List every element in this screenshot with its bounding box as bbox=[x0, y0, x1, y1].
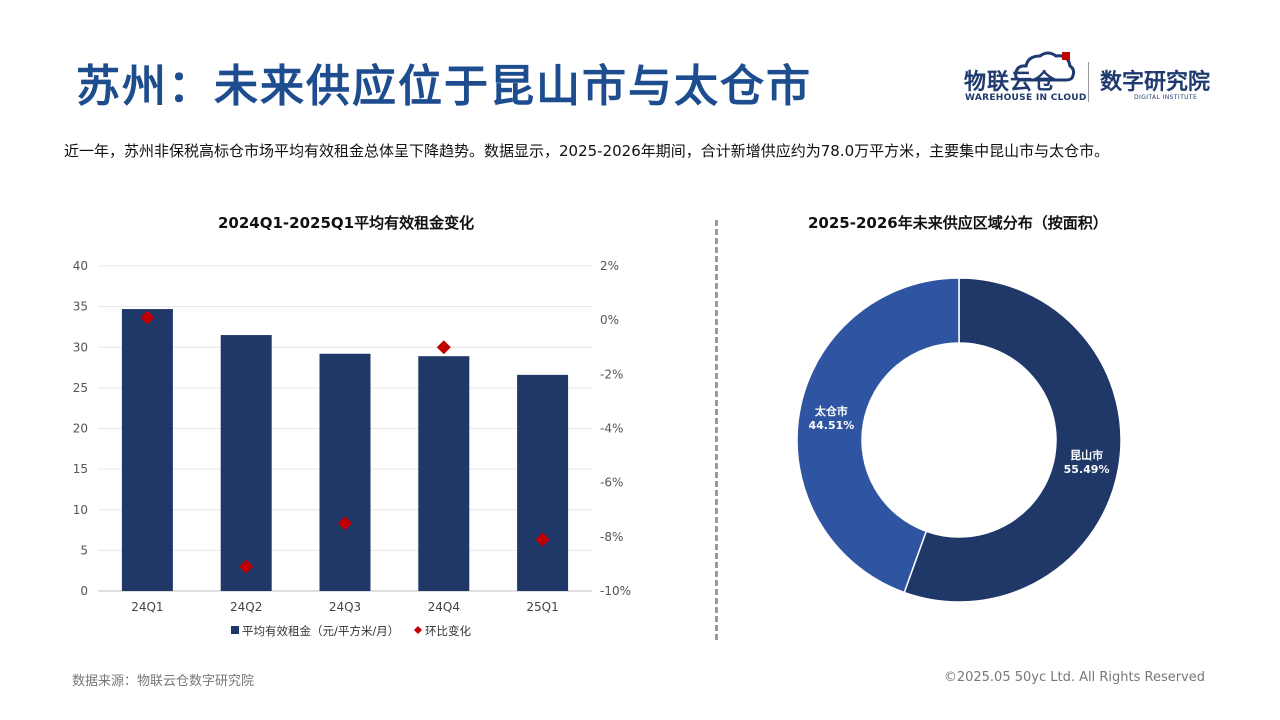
diamond-point bbox=[535, 532, 550, 547]
section-divider bbox=[715, 220, 718, 640]
diamond-point bbox=[239, 559, 254, 574]
y-right-tick-label: -2% bbox=[600, 367, 623, 381]
y-left-tick-label: 10 bbox=[73, 503, 88, 517]
y-right-tick-label: 0% bbox=[600, 313, 619, 327]
legend-bar-swatch bbox=[231, 626, 239, 634]
x-tick-label: 24Q1 bbox=[131, 600, 163, 614]
slice-value-label: 55.49% bbox=[1064, 463, 1110, 476]
institute-name: 数字研究院 bbox=[1100, 70, 1211, 95]
x-tick-label: 24Q2 bbox=[230, 600, 262, 614]
copyright-text: ©2025.05 50yc Ltd. All Rights Reserved bbox=[943, 670, 1205, 685]
y-left-tick-label: 0 bbox=[80, 584, 88, 598]
x-tick-label: 24Q4 bbox=[428, 600, 460, 614]
legend-bar-label: 平均有效租金（元/平方米/月） bbox=[242, 624, 399, 638]
y-right-tick-label: -10% bbox=[600, 584, 631, 598]
y-left-tick-label: 20 bbox=[73, 422, 88, 436]
rent-bar-chart: 0 5 10 15 20 25 30 35 40 -10% -8% -6% -4% -2% 0% 2% 24Q1… bbox=[73, 259, 631, 638]
bar bbox=[319, 353, 371, 591]
bar-chart-title: 2024Q1-2025Q1平均有效租金变化 bbox=[218, 214, 475, 232]
brand-name: 物联云仓 bbox=[964, 70, 1057, 95]
slice-label: 昆山市 bbox=[1070, 448, 1103, 462]
institute-subtitle: DIGITAL INSTITUTE bbox=[1134, 94, 1198, 101]
x-tick-label: 24Q3 bbox=[329, 600, 361, 614]
description-text: 近一年，苏州非保税高标仓市场平均有效租金总体呈下降趋势。数据显示，2025-20… bbox=[64, 142, 1110, 160]
donut-slice bbox=[796, 277, 960, 594]
slice-value-label: 44.51% bbox=[809, 419, 855, 432]
legend-diamond-label: 环比变化 bbox=[425, 624, 471, 638]
data-source: 数据来源：物联云仓数字研究院 bbox=[72, 674, 255, 689]
legend-diamond-swatch bbox=[414, 626, 422, 634]
page-title: 苏州：未来供应位于昆山市与太仓市 bbox=[76, 61, 812, 112]
bar bbox=[517, 374, 569, 591]
diamond-point bbox=[436, 340, 451, 355]
y-left-tick-label: 5 bbox=[80, 543, 88, 557]
y-left-tick-label: 40 bbox=[73, 259, 88, 273]
bar bbox=[220, 335, 272, 591]
y-right-tick-label: -8% bbox=[600, 530, 623, 544]
y-right-tick-label: -6% bbox=[600, 476, 623, 490]
diamond-point bbox=[338, 516, 352, 531]
y-left-tick-label: 25 bbox=[73, 381, 88, 395]
y-left-tick-label: 15 bbox=[73, 462, 88, 476]
cloud-icon bbox=[1014, 51, 1076, 82]
brand-subtitle: WAREHOUSE IN CLOUD bbox=[965, 93, 1087, 103]
bar bbox=[121, 309, 173, 591]
diamond-point bbox=[140, 310, 155, 325]
y-right-tick-label: 2% bbox=[600, 259, 619, 273]
bar bbox=[418, 356, 470, 591]
y-left-tick-label: 35 bbox=[73, 300, 88, 314]
donut-chart-title: 2025-2026年未来供应区域分布（按面积） bbox=[808, 214, 1108, 232]
donut-slice bbox=[903, 277, 1122, 603]
y-right-tick-label: -4% bbox=[600, 422, 623, 436]
x-tick-label: 25Q1 bbox=[526, 600, 558, 614]
logo-divider bbox=[1088, 62, 1089, 102]
brand-logo: 物联云仓 WAREHOUSE IN CLOUD 数字研究院 DIGITAL IN… bbox=[964, 50, 1224, 110]
slice-label: 太仓市 bbox=[814, 404, 848, 418]
y-left-tick-label: 30 bbox=[73, 340, 88, 354]
